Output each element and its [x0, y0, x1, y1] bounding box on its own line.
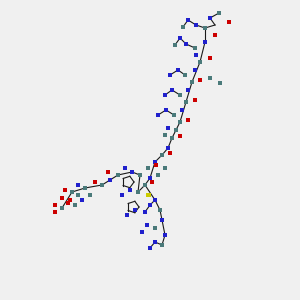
Bar	[143, 183, 147, 187]
Bar	[146, 193, 151, 197]
Bar	[178, 36, 182, 40]
Bar	[198, 60, 202, 64]
Bar	[145, 223, 149, 227]
Bar	[63, 188, 68, 192]
Bar	[130, 170, 134, 174]
Bar	[170, 136, 174, 140]
Bar	[168, 151, 172, 155]
Bar	[174, 128, 178, 132]
Bar	[213, 33, 218, 37]
Bar	[208, 16, 212, 20]
Bar	[60, 206, 64, 210]
Bar	[186, 118, 190, 122]
Bar	[168, 73, 172, 77]
Bar	[120, 193, 124, 197]
Bar	[198, 78, 203, 82]
Bar	[60, 196, 64, 200]
Bar	[181, 25, 185, 29]
Bar	[170, 88, 174, 92]
Bar	[190, 80, 194, 84]
Bar	[153, 198, 157, 202]
Bar	[203, 40, 207, 44]
Bar	[88, 193, 92, 197]
Bar	[140, 230, 144, 234]
Bar	[180, 108, 184, 112]
Bar	[153, 226, 157, 230]
Bar	[138, 173, 142, 177]
Bar	[163, 166, 167, 170]
Bar	[128, 188, 132, 192]
Bar	[166, 146, 170, 150]
Bar	[125, 213, 129, 217]
Bar	[52, 210, 57, 214]
Bar	[186, 18, 190, 22]
Bar	[158, 208, 162, 212]
Bar	[193, 68, 197, 72]
Bar	[184, 42, 188, 46]
Bar	[148, 203, 152, 207]
Bar	[156, 173, 160, 177]
Bar	[226, 20, 231, 24]
Bar	[193, 98, 197, 102]
Bar	[183, 73, 187, 77]
Bar	[218, 81, 222, 85]
Bar	[70, 190, 74, 194]
Bar	[163, 233, 167, 237]
Bar	[76, 183, 80, 187]
Bar	[160, 243, 164, 247]
Bar	[153, 240, 157, 244]
Bar	[83, 186, 87, 190]
Bar	[172, 113, 176, 117]
Bar	[160, 218, 164, 222]
Bar	[116, 173, 120, 177]
Bar	[178, 120, 182, 124]
Bar	[148, 176, 152, 180]
Bar	[208, 56, 212, 60]
Bar	[176, 68, 180, 72]
Bar	[73, 203, 77, 207]
Bar	[163, 93, 167, 97]
Bar	[156, 113, 160, 117]
Bar	[150, 180, 154, 184]
Bar	[160, 153, 164, 157]
Bar	[133, 208, 137, 212]
Bar	[208, 76, 212, 80]
Bar	[66, 201, 70, 205]
Bar	[80, 198, 84, 202]
Bar	[146, 166, 150, 170]
Bar	[52, 203, 57, 207]
Bar	[93, 180, 98, 184]
Bar	[143, 210, 147, 214]
Bar	[106, 170, 110, 174]
Bar	[194, 23, 198, 27]
Bar	[164, 108, 168, 112]
Bar	[184, 100, 188, 104]
Bar	[178, 93, 182, 97]
Bar	[153, 160, 157, 164]
Bar	[217, 11, 221, 15]
Bar	[193, 46, 197, 50]
Bar	[178, 134, 182, 138]
Bar	[166, 126, 170, 130]
Bar	[68, 198, 72, 202]
Bar	[108, 178, 112, 182]
Bar	[100, 183, 104, 187]
Bar	[154, 163, 158, 167]
Bar	[173, 43, 177, 47]
Bar	[163, 133, 167, 137]
Bar	[194, 53, 198, 57]
Bar	[148, 246, 152, 250]
Bar	[186, 88, 190, 92]
Bar	[136, 190, 140, 194]
Bar	[76, 193, 80, 197]
Bar	[123, 166, 127, 170]
Bar	[203, 26, 207, 30]
